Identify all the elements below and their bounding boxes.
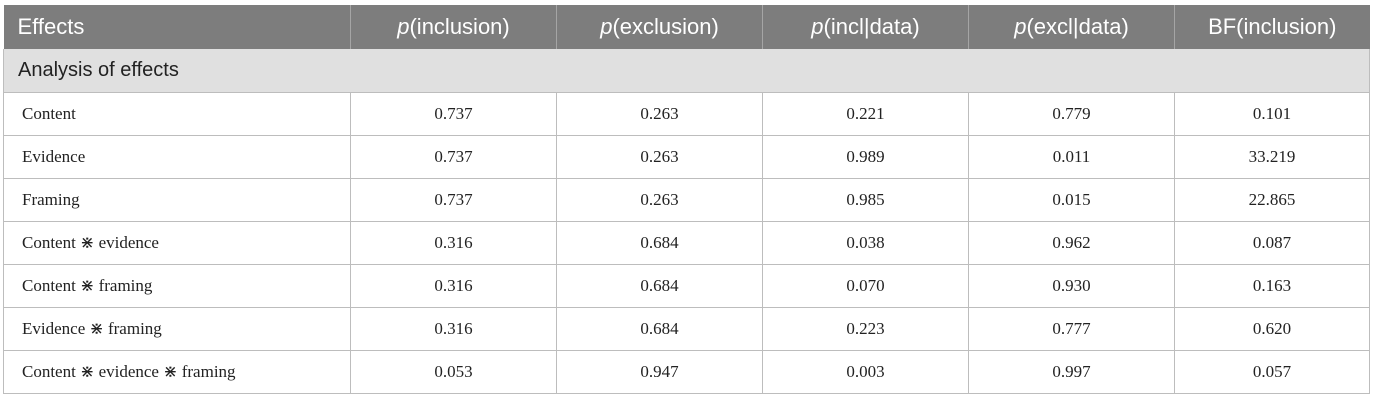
p-incl-data-cell: 0.221 — [762, 92, 969, 136]
table-row: Evidence ⋇ framing 0.316 0.684 0.223 0.777 0.… — [3, 307, 1370, 351]
bf-inclusion-cell: 0.057 — [1174, 350, 1370, 394]
p-excl-data-cell: 0.997 — [968, 350, 1175, 394]
table-row: Evidence 0.737 0.263 0.989 0.011 33.219 — [3, 135, 1370, 179]
section-label: Analysis of effects — [3, 49, 1370, 93]
column-header-p-excl-data: p(excl|data) — [968, 5, 1175, 49]
p-excl-data-cell: 0.015 — [968, 178, 1175, 222]
p-incl-data-cell: 0.038 — [762, 221, 969, 265]
p-inclusion-cell: 0.737 — [350, 92, 557, 136]
bayesian-effects-table: Effects p(inclusion) p(exclusion) p(incl… — [3, 5, 1370, 394]
p-incl-data-cell: 0.070 — [762, 264, 969, 308]
p-exclusion-cell: 0.263 — [556, 135, 763, 179]
table-row: Framing 0.737 0.263 0.985 0.015 22.865 — [3, 178, 1370, 222]
p-exclusion-cell: 0.263 — [556, 92, 763, 136]
effect-name-cell: Evidence ⋇ framing — [3, 307, 351, 351]
p-exclusion-cell: 0.684 — [556, 264, 763, 308]
column-header-bf-inclusion: BF(inclusion) — [1174, 5, 1370, 49]
column-header-p-exclusion: p(exclusion) — [556, 5, 763, 49]
column-header-p-inclusion: p(inclusion) — [350, 5, 557, 49]
p-exclusion-cell: 0.684 — [556, 221, 763, 265]
p-exclusion-cell: 0.263 — [556, 178, 763, 222]
p-excl-data-cell: 0.011 — [968, 135, 1175, 179]
column-header-effects: Effects — [3, 5, 351, 49]
table-row: Content ⋇ evidence 0.316 0.684 0.038 0.962 0.… — [3, 221, 1370, 265]
effect-name-cell: Content ⋇ evidence ⋇ framing — [3, 350, 351, 394]
table-row: Content ⋇ evidence ⋇ framing 0.053 0.947 0.… — [3, 350, 1370, 394]
bf-inclusion-cell: 22.865 — [1174, 178, 1370, 222]
p-incl-data-cell: 0.003 — [762, 350, 969, 394]
column-header-p-incl-data: p(incl|data) — [762, 5, 969, 49]
table-row: Content 0.737 0.263 0.221 0.779 0.101 — [3, 92, 1370, 136]
p-inclusion-cell: 0.737 — [350, 135, 557, 179]
p-inclusion-cell: 0.737 — [350, 178, 557, 222]
bf-inclusion-cell: 0.087 — [1174, 221, 1370, 265]
bf-inclusion-cell: 0.620 — [1174, 307, 1370, 351]
p-excl-data-cell: 0.930 — [968, 264, 1175, 308]
bayesian-effects-table-container: Effects p(inclusion) p(exclusion) p(incl… — [3, 5, 1370, 394]
header-row: Effects p(inclusion) p(exclusion) p(incl… — [3, 5, 1370, 49]
p-incl-data-cell: 0.989 — [762, 135, 969, 179]
bf-inclusion-cell: 0.163 — [1174, 264, 1370, 308]
p-excl-data-cell: 0.777 — [968, 307, 1175, 351]
p-inclusion-cell: 0.316 — [350, 221, 557, 265]
p-incl-data-cell: 0.985 — [762, 178, 969, 222]
p-exclusion-cell: 0.947 — [556, 350, 763, 394]
p-excl-data-cell: 0.779 — [968, 92, 1175, 136]
p-inclusion-cell: 0.316 — [350, 264, 557, 308]
p-incl-data-cell: 0.223 — [762, 307, 969, 351]
p-excl-data-cell: 0.962 — [968, 221, 1175, 265]
effect-name-cell: Content — [3, 92, 351, 136]
effect-name-cell: Content ⋇ evidence — [3, 221, 351, 265]
p-inclusion-cell: 0.053 — [350, 350, 557, 394]
p-inclusion-cell: 0.316 — [350, 307, 557, 351]
effect-name-cell: Framing — [3, 178, 351, 222]
effect-name-cell: Evidence — [3, 135, 351, 179]
bf-inclusion-cell: 33.219 — [1174, 135, 1370, 179]
table-row: Content ⋇ framing 0.316 0.684 0.070 0.930 0.1… — [3, 264, 1370, 308]
bf-inclusion-cell: 0.101 — [1174, 92, 1370, 136]
p-exclusion-cell: 0.684 — [556, 307, 763, 351]
effect-name-cell: Content ⋇ framing — [3, 264, 351, 308]
section-row-analysis-of-effects: Analysis of effects — [3, 49, 1370, 93]
